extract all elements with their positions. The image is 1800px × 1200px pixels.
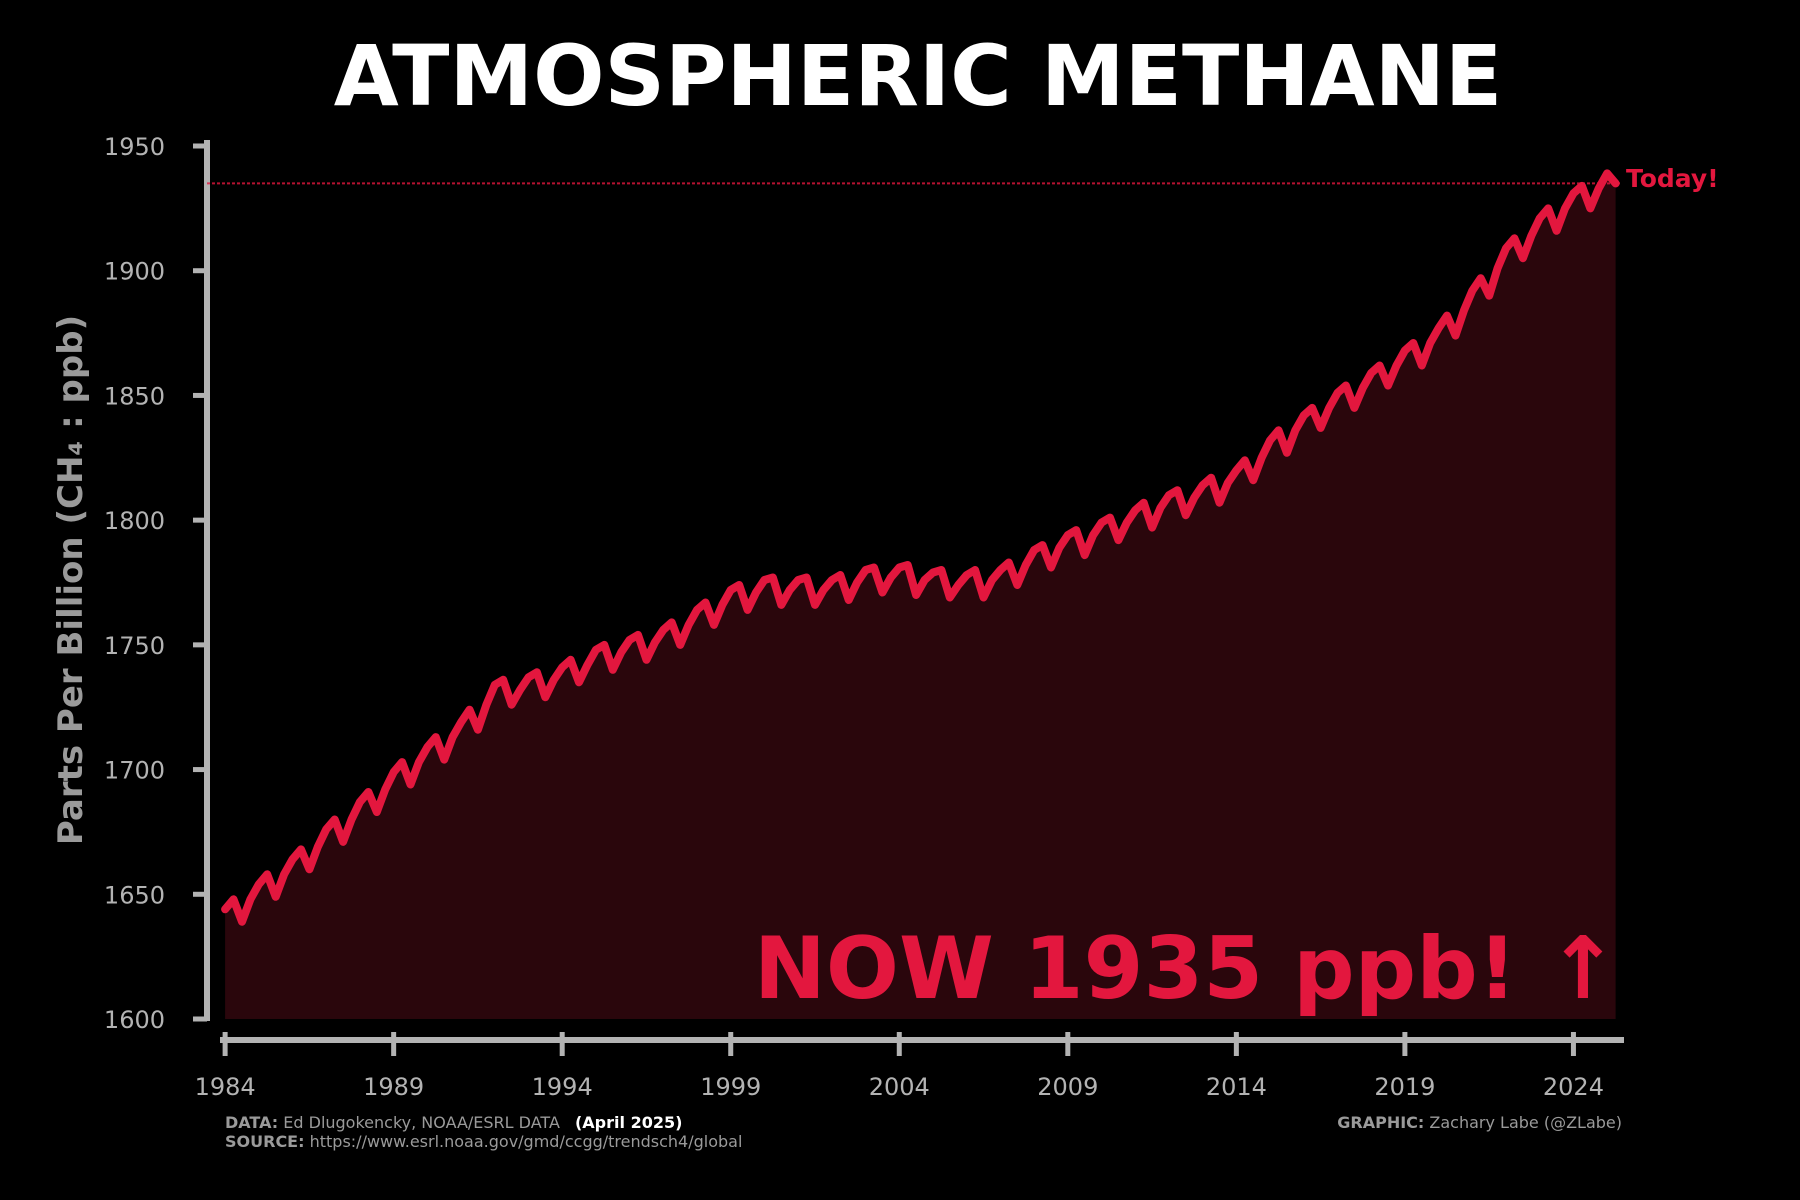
footer-label: DATA: — [225, 1113, 278, 1132]
y-tick-label: 1850 — [104, 382, 165, 410]
footer-data: DATA: Ed Dlugokencky, NOAA/ESRL DATA (Ap… — [225, 1113, 682, 1132]
y-tick-label: 1800 — [104, 507, 165, 535]
x-tick-label: 2004 — [869, 1073, 930, 1101]
y-tick-label: 1600 — [104, 1006, 165, 1034]
line — [221, 169, 1620, 926]
y-tick-label: 1700 — [104, 757, 165, 785]
footer-label: SOURCE: — [225, 1132, 305, 1151]
footer-graphic: GRAPHIC: Zachary Labe (@ZLabe) — [1337, 1113, 1622, 1132]
x-tick-label: 1994 — [532, 1073, 593, 1101]
footer-source: SOURCE: https://www.esrl.noaa.gov/gmd/cc… — [225, 1132, 742, 1151]
x-tick-label: 2024 — [1543, 1073, 1604, 1101]
y-tick-label: 1900 — [104, 258, 165, 286]
x-tick-label: 1984 — [195, 1073, 256, 1101]
footer-label: GRAPHIC: — [1337, 1113, 1424, 1132]
plot-area: 1600 1650 1700 1750 1800 1850 1900 1950 1984 1989… — [104, 133, 1624, 1101]
x-tick-label: 2014 — [1206, 1073, 1267, 1101]
y-tick-label: 1650 — [104, 881, 165, 909]
footer-date: (April 2025) — [575, 1113, 682, 1132]
y-axis-label: Parts Per Billion (CH₄ : ppb) — [51, 315, 91, 845]
y-tick-label: 1950 — [104, 133, 165, 161]
area — [225, 173, 1616, 1019]
footer-text: Zachary Labe (@ZLabe) — [1429, 1113, 1622, 1132]
y-tick-label: 1750 — [104, 632, 165, 660]
chart-title: ATMOSPHERIC METHANE — [334, 27, 1503, 125]
x-tick-label: 1999 — [700, 1073, 761, 1101]
today-annotation: Today! — [1626, 164, 1719, 193]
x-tick-label: 1989 — [363, 1073, 424, 1101]
x-tick-label: 2019 — [1374, 1073, 1435, 1101]
x-tick-label: 2009 — [1037, 1073, 1098, 1101]
footer-text: https://www.esrl.noaa.gov/gmd/ccgg/trend… — [310, 1132, 743, 1151]
footer-text: Ed Dlugokencky, NOAA/ESRL DATA — [283, 1113, 560, 1132]
now-annotation: NOW 1935 ppb! ↑ — [754, 919, 1619, 1019]
